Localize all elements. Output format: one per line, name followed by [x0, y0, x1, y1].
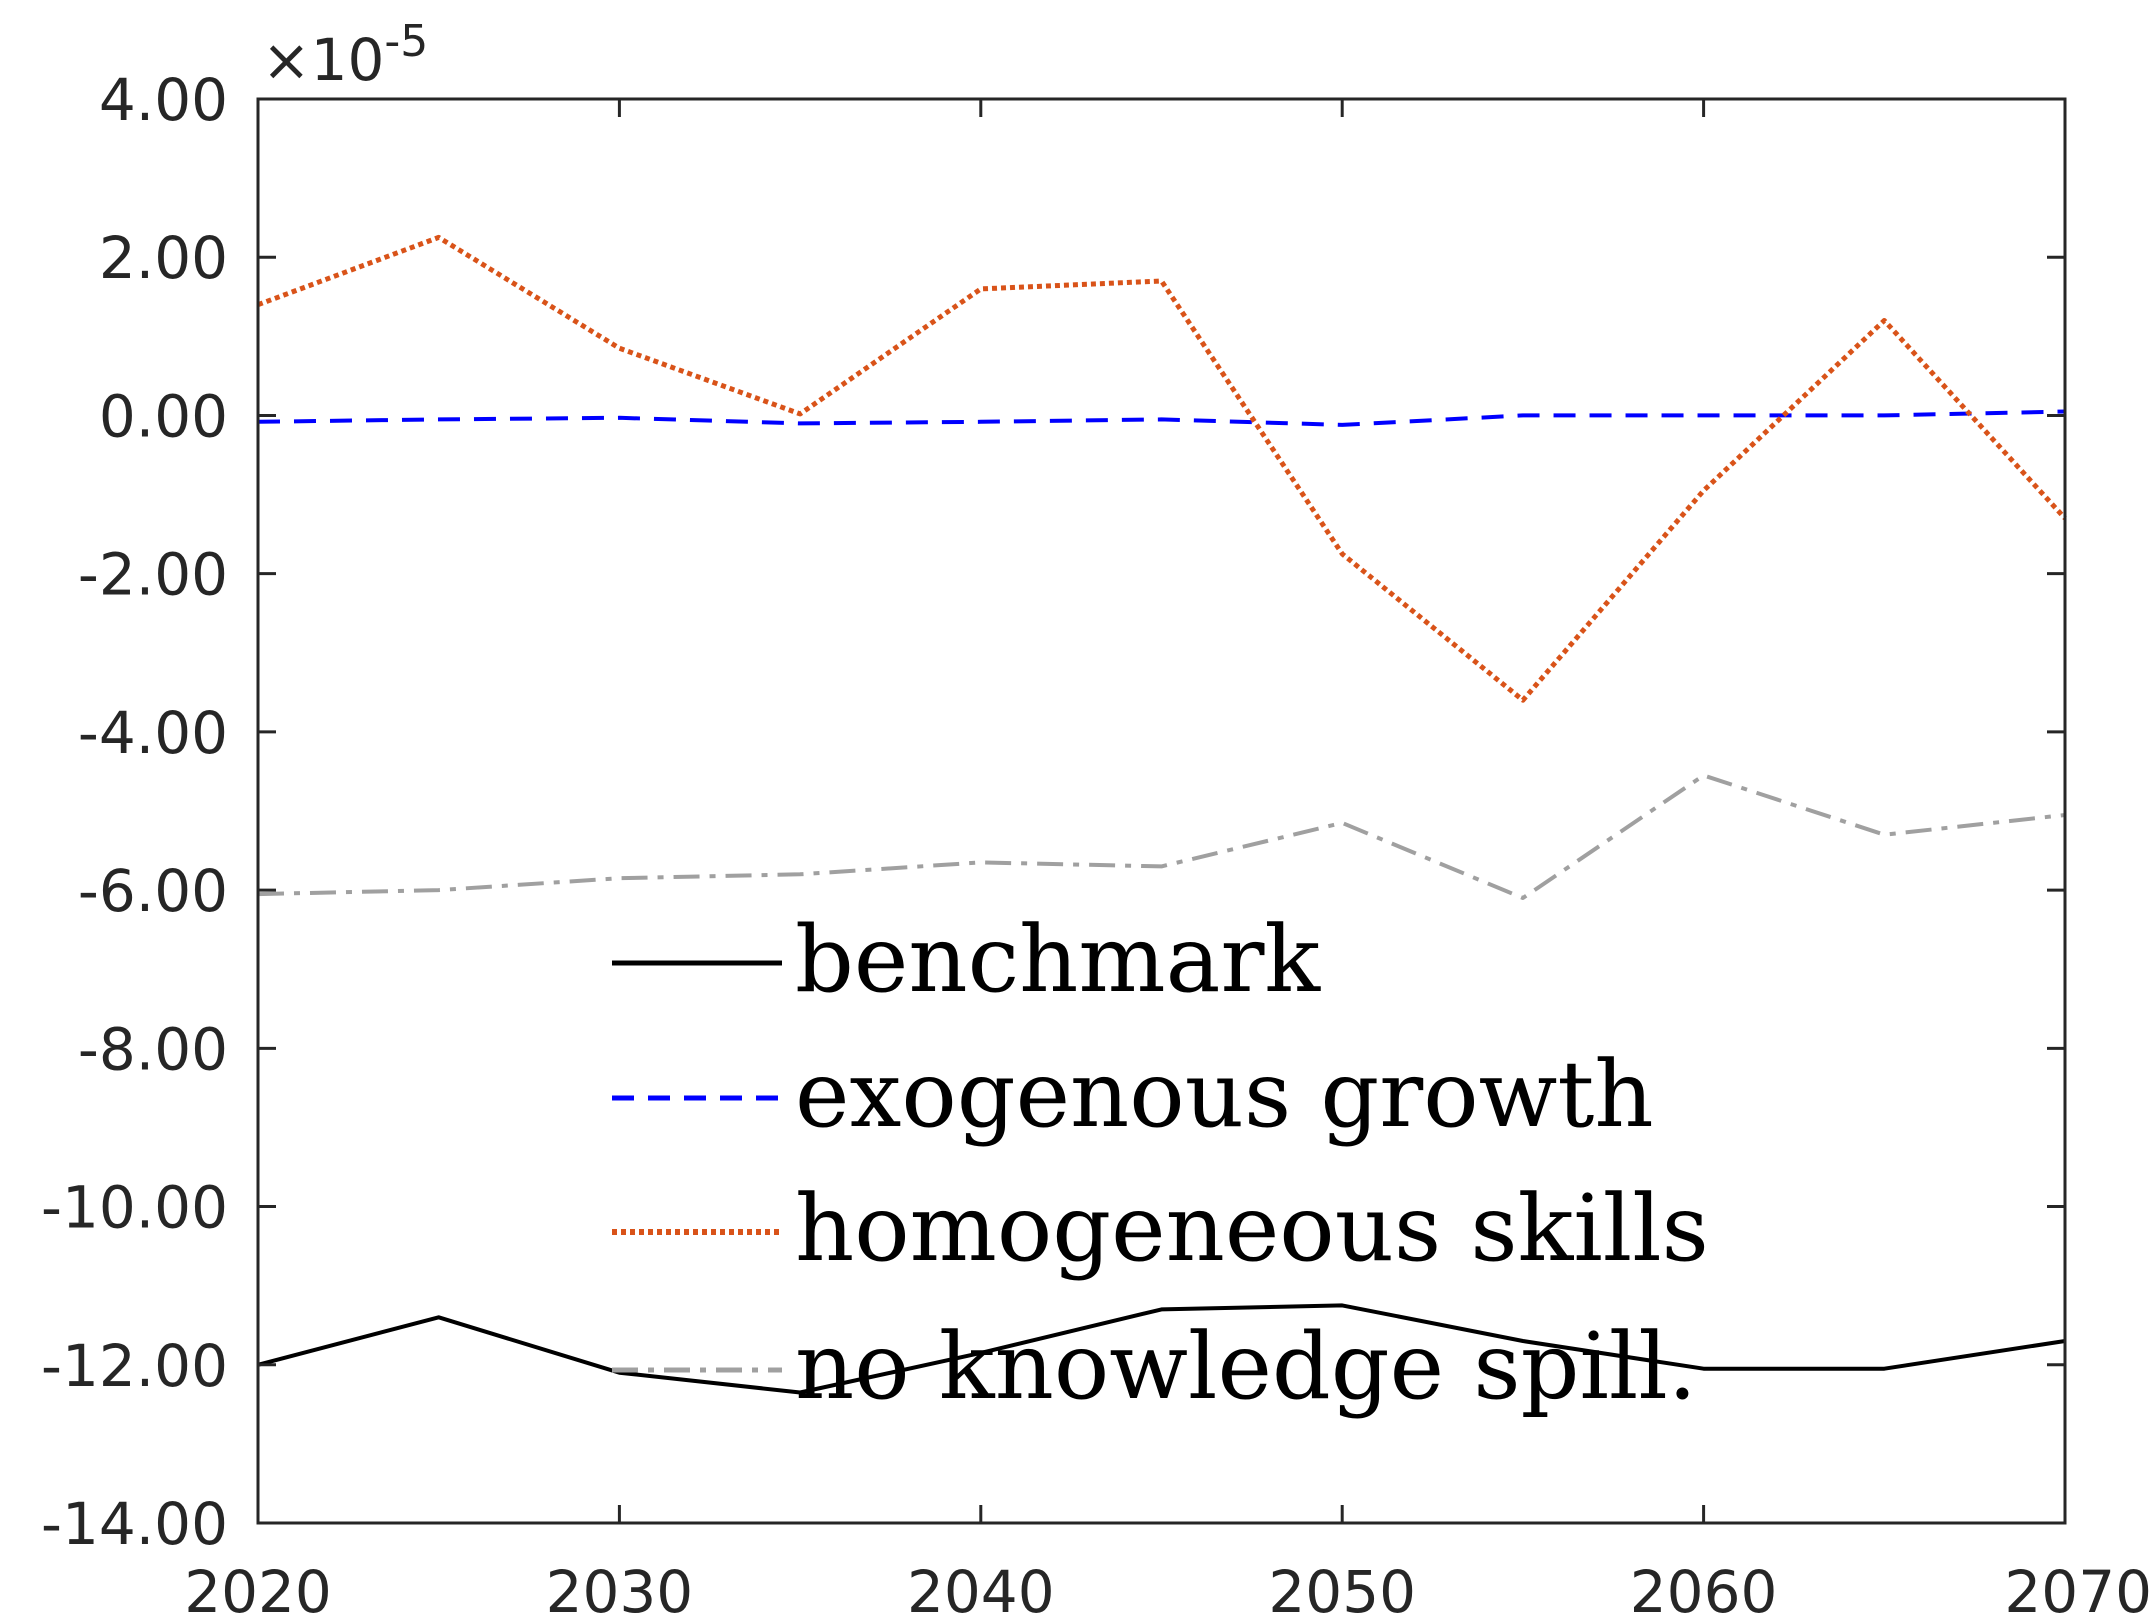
y-tick-label: -6.00	[78, 857, 228, 925]
y-tick-label: 0.00	[99, 382, 228, 450]
series-line-2	[257, 234, 2067, 703]
legend-label-1: exogenous growth	[795, 1041, 1654, 1148]
tick-labels-layer: 2020 2030 2040 2050 2060 2070 4.00 2.00 0.00 -2.0…	[41, 66, 2152, 1622]
y-tick-label: 4.00	[99, 66, 228, 134]
y-tick-label: -14.00	[41, 1490, 228, 1558]
ticks-layer	[256, 97, 2067, 1525]
y-tick-label: -12.00	[41, 1332, 228, 1400]
legend-label-3: no knowledge spill.	[795, 1313, 1697, 1420]
y-tick-label: 2.00	[99, 224, 228, 292]
x-tick-label: 2060	[1630, 1558, 1778, 1622]
legend-items: benchmark exogenous growth homogeneous ski…	[612, 906, 1709, 1420]
y-exponent-base: ×10	[262, 26, 384, 94]
series-line-3	[257, 773, 2066, 900]
x-tick-label: 2070	[2004, 1558, 2152, 1622]
series-layer	[257, 234, 2067, 1395]
series-line-1	[257, 409, 2066, 427]
x-tick-label: 2050	[1268, 1558, 1416, 1622]
y-tick-label: -2.00	[78, 541, 228, 609]
x-tick-label: 2030	[546, 1558, 694, 1622]
y-exponent-power: -5	[384, 16, 428, 67]
series-line-0	[257, 1303, 2066, 1395]
y-tick-label: -4.00	[78, 699, 228, 767]
x-tick-label: 2040	[907, 1558, 1055, 1622]
y-tick-label: -8.00	[78, 1015, 228, 1083]
legend: benchmark exogenous growth homogeneous ski…	[612, 906, 1709, 1420]
x-tick-label: 2020	[184, 1558, 332, 1622]
y-tick-label: -10.00	[41, 1174, 228, 1242]
legend-label-0: benchmark	[795, 906, 1321, 1013]
y-exponent-label: ×10-5	[262, 16, 428, 94]
legend-label-2: homogeneous skills	[795, 1175, 1709, 1282]
plot-frame	[256, 97, 2067, 1525]
